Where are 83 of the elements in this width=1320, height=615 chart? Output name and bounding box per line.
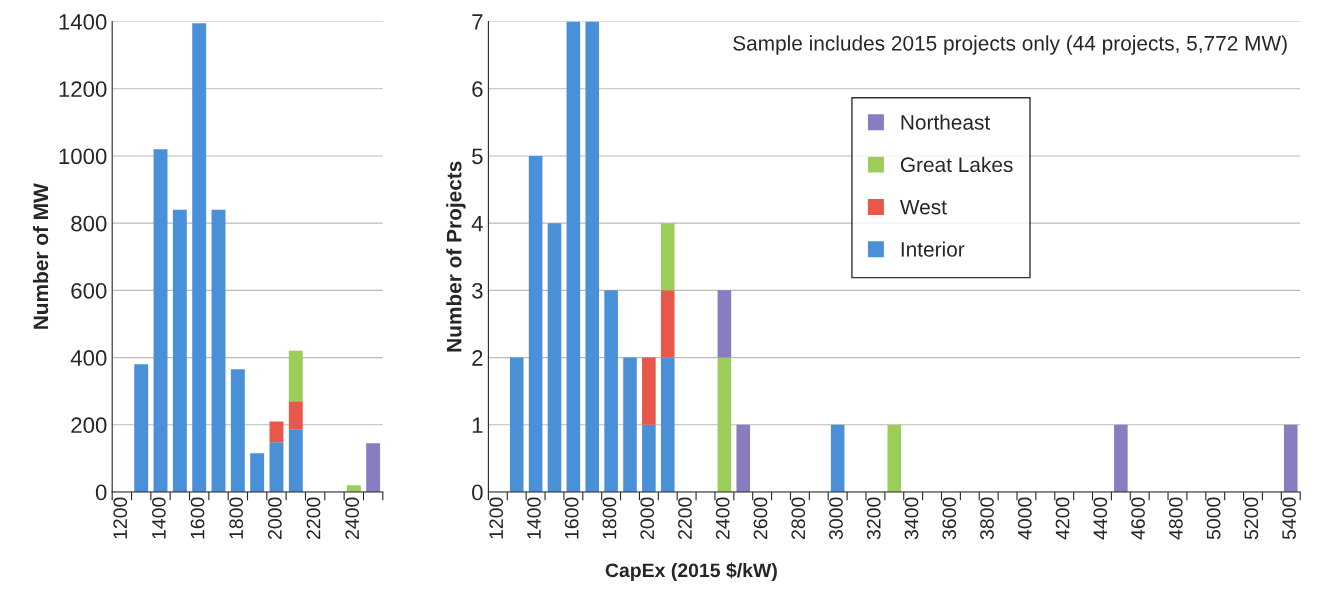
y-axis-title: Number of MW xyxy=(32,183,49,329)
x-tick-label: 4800 xyxy=(1168,497,1183,540)
x-tick-label: 3400 xyxy=(904,497,919,540)
x-tick-label: 2000 xyxy=(640,497,655,539)
x-tick-label: 1800 xyxy=(229,497,244,539)
x-tick-label: 3800 xyxy=(980,497,994,540)
bar xyxy=(830,424,845,492)
bar xyxy=(250,453,265,492)
y-tick-label: 200 xyxy=(71,417,107,434)
bar xyxy=(1114,424,1128,492)
y-tick-label: 5 xyxy=(472,148,483,165)
bar xyxy=(366,443,381,492)
bar xyxy=(623,357,637,492)
y-tick-label: 4 xyxy=(471,215,483,232)
x-tick-label: 3200 xyxy=(866,497,881,540)
bar xyxy=(717,290,732,358)
x-tick-label: 4600 xyxy=(1131,497,1145,540)
legend-label: West xyxy=(899,199,947,215)
y-tick-label: 1000 xyxy=(59,148,107,165)
x-tick-label: 2400 xyxy=(345,497,360,539)
x-tick-label: 5200 xyxy=(1244,497,1259,540)
bar xyxy=(736,424,751,492)
bar xyxy=(509,357,524,492)
y-tick-label: 400 xyxy=(70,350,107,366)
x-tick-label: 2400 xyxy=(715,497,730,539)
bar xyxy=(604,290,618,492)
y-tick-label: 3 xyxy=(472,282,483,299)
y-tick-label: 7 xyxy=(472,14,483,30)
bar xyxy=(192,23,207,492)
bar xyxy=(547,223,562,492)
legend-label: Interior xyxy=(901,241,965,257)
bar xyxy=(288,401,303,430)
y-axis-title: Number of Projects xyxy=(446,161,466,352)
y-tick-label: 2 xyxy=(472,350,483,366)
y-tick-label: 800 xyxy=(71,215,107,232)
x-tick-label: 1600 xyxy=(564,497,579,539)
x-tick-label: 3600 xyxy=(942,497,957,540)
annotation: Sample includes 2015 projects only (44 projects, 5,772 MW) xyxy=(733,35,1287,55)
x-tick-label: 2000 xyxy=(267,497,282,539)
y-tick-label: 1200 xyxy=(59,81,107,98)
y-tick-label: 1400 xyxy=(59,14,107,30)
y-tick-label: 1 xyxy=(472,417,483,433)
x-tick-label: 5400 xyxy=(1282,497,1296,540)
x-tick-label: 2800 xyxy=(791,497,806,539)
bar xyxy=(269,421,284,443)
bar xyxy=(585,21,600,492)
x-tick-label: 4000 xyxy=(1017,497,1032,540)
x-tick-label: 2200 xyxy=(306,497,321,539)
x-tick-label: 4400 xyxy=(1093,497,1108,540)
bar xyxy=(288,350,303,402)
bar xyxy=(642,424,656,492)
x-tick-label: 4200 xyxy=(1055,497,1070,540)
bar xyxy=(134,364,149,492)
bar xyxy=(153,149,168,492)
bar xyxy=(660,357,675,492)
bar xyxy=(230,369,245,492)
bar xyxy=(717,357,732,492)
x-tick-label: 2600 xyxy=(753,497,768,539)
x-tick-label: 3000 xyxy=(829,497,843,540)
x-tick-label: 5000 xyxy=(1206,497,1221,540)
x-tick-label: 1800 xyxy=(602,497,617,539)
bar xyxy=(566,21,581,492)
x-tick-label: 1600 xyxy=(190,497,205,539)
bar xyxy=(1283,424,1298,492)
bar xyxy=(660,223,675,291)
x-tick-label: 1400 xyxy=(151,497,166,539)
bar xyxy=(528,155,543,492)
bar xyxy=(660,290,675,358)
x-tick-label: 1400 xyxy=(527,497,541,539)
x-axis-title: CapEx (2015 $/kW) xyxy=(605,562,777,582)
legend-label: Northeast xyxy=(901,114,991,130)
bar xyxy=(288,429,303,492)
bar xyxy=(642,357,656,425)
bar xyxy=(887,424,902,492)
x-tick-label: 2200 xyxy=(678,497,692,539)
legend-label: Great Lakes xyxy=(900,156,1013,173)
y-tick-label: 6 xyxy=(472,81,483,98)
bar xyxy=(172,209,187,492)
bar xyxy=(269,442,284,492)
y-tick-label: 0 xyxy=(472,484,483,501)
y-tick-label: 0 xyxy=(95,484,107,501)
y-tick-label: 600 xyxy=(71,282,107,299)
bar xyxy=(211,209,226,492)
